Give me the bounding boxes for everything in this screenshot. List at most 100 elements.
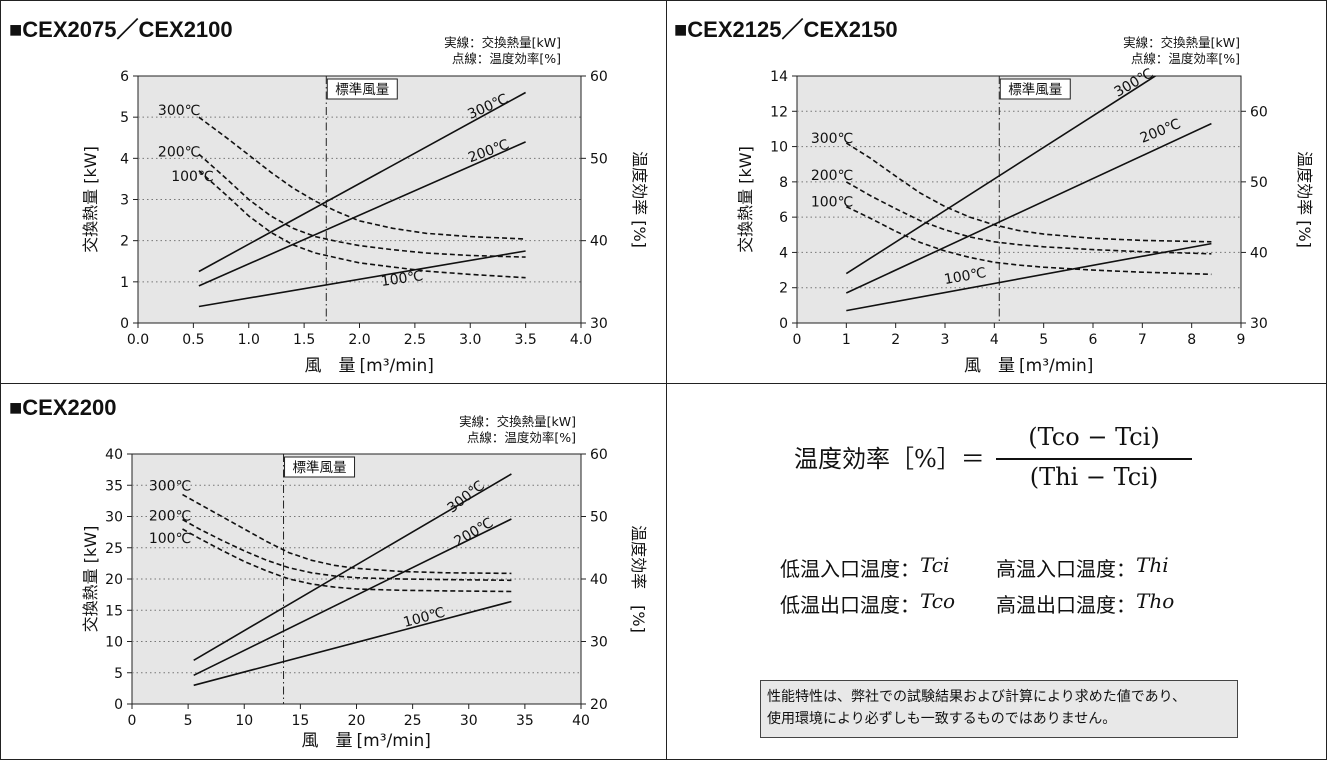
x-tick-label-7: 7 <box>1138 332 1147 348</box>
heat-exchange-line-300 <box>845 76 1157 275</box>
x-tick-label-40: 4.0 <box>570 332 592 348</box>
y2-tick-label-60: 60 <box>590 447 608 463</box>
standard-airflow-label-box <box>284 456 356 478</box>
note-dashed-lines: 点線：温度効率[%] <box>452 51 561 66</box>
x-tick-label-35: 3.5 <box>514 332 536 348</box>
series-group <box>182 473 512 687</box>
legend-symbol-tci: Tci <box>920 553 950 577</box>
y-tick-label-14: 14 <box>770 69 788 85</box>
legend-symbol-tco: Tco <box>920 589 956 613</box>
y-tick-label-30: 30 <box>105 510 123 526</box>
legend-label-high-out: 高温出口温度： <box>996 593 1136 617</box>
heat-exchange-line-200 <box>845 122 1212 294</box>
y2-axis-label: 温度効率 [%] <box>1295 151 1314 248</box>
x-tick-label-0: 0 <box>793 332 802 348</box>
x-tick-label-2: 2 <box>891 332 900 348</box>
y-axis-label: 交換熱量 [kW] <box>736 146 755 253</box>
y2-tick-label-50: 50 <box>590 510 608 526</box>
x-axis-unit: [m³/min] <box>1019 356 1093 376</box>
y-tick-label-0: 0 <box>114 697 123 713</box>
efficiency-line-100 <box>198 170 526 279</box>
y-tick-label-3: 3 <box>120 193 129 209</box>
y2-tick-label-40: 40 <box>590 572 608 588</box>
y2-tick-label-30: 30 <box>590 635 608 651</box>
curve-label-100-5: 100℃ <box>811 195 853 211</box>
formula-numerator: (Tco − Tci) <box>1028 423 1160 451</box>
curve-label-100-2: 100℃ <box>380 268 424 290</box>
series-group <box>845 76 1212 312</box>
x-tick-label-3: 3 <box>941 332 950 348</box>
standard-airflow-label-box <box>999 78 1071 100</box>
disclaimer-line-1: 性能特性は、弊社での試験結果および計算により求めた値であり、 <box>767 689 1187 705</box>
x-tick-label-15: 15 <box>291 713 309 729</box>
standard-airflow-label: 標準風量 <box>293 460 347 476</box>
plot-area <box>796 75 1242 324</box>
chart-panel-cex2125-cex2150: ■CEX2125／CEX2150 実線：交換熱量[kW] 点線：温度効率[%] 0 2 4… <box>666 0 1327 384</box>
x-tick-label-30: 3.0 <box>459 332 481 348</box>
y-tick-label-35: 35 <box>105 478 123 494</box>
chart-panel-cex2200: ■CEX2200 実線：交換熱量[kW] 点線：温度効率[%] 0 5 10 15 20 25 3… <box>0 383 667 760</box>
curve-label-100-5: 100℃ <box>171 169 213 185</box>
heat-exchange-line-200 <box>198 141 526 287</box>
x-tick-label-30: 30 <box>460 713 478 729</box>
efficiency-line-200 <box>182 518 512 582</box>
y2-tick-label-30: 30 <box>1250 316 1268 332</box>
heat-exchange-line-100 <box>198 250 526 308</box>
note-dashed-lines: 点線：温度効率[%] <box>1131 51 1240 66</box>
x-tick-label-05: 0.5 <box>182 332 204 348</box>
disclaimer-line-2: 使用環境により必ずしも一致するものではありません。 <box>767 711 1117 727</box>
x-tick-label-8: 8 <box>1187 332 1196 348</box>
standard-airflow-label: 標準風量 <box>335 82 389 98</box>
x-tick-label-0: 0 <box>128 713 137 729</box>
y2-tick-label-20: 20 <box>590 697 608 713</box>
x-tick-label-4: 4 <box>990 332 999 348</box>
y2-axis-label: 温度効率 [%] <box>629 525 648 633</box>
x-tick-label-1: 1 <box>842 332 851 348</box>
chart-cex2075-cex2100: ■CEX2075／CEX2100 実線：交換熱量[kW]点線：温度効率[%] 0 1 2… <box>9 17 649 376</box>
heat-exchange-line-100 <box>846 242 1212 312</box>
x-tick-label-5: 5 <box>184 713 193 729</box>
standard-airflow-label: 標準風量 <box>1008 82 1062 98</box>
heat-exchange-line-100 <box>193 600 512 687</box>
curve-label-300-3: 300℃ <box>158 103 200 119</box>
y2-tick-label-60: 60 <box>590 69 608 85</box>
y-tick-label-2: 2 <box>779 281 788 297</box>
legend-label-high-in: 高温入口温度： <box>996 557 1136 581</box>
y2-tick-label-60: 60 <box>1250 104 1268 120</box>
fraction-bar <box>996 458 1192 460</box>
chart-panel-cex2075-cex2100: ■CEX2075／CEX2100 実線：交換熱量[kW] 点線：温度効率[%] 0 1 2… <box>0 0 667 384</box>
efficiency-line-200 <box>198 153 526 258</box>
efficiency-line-100 <box>845 205 1212 276</box>
x-tick-label-6: 6 <box>1089 332 1098 348</box>
y-tick-label-6: 6 <box>779 210 788 226</box>
efficiency-line-300 <box>182 493 512 575</box>
standard-airflow-label-box <box>326 78 398 100</box>
x-axis-unit: [m³/min] <box>360 356 434 376</box>
x-tick-label-25: 2.5 <box>404 332 426 348</box>
curve-label-200-4: 200℃ <box>811 168 853 184</box>
y-tick-label-10: 10 <box>770 140 788 156</box>
x-tick-label-00: 0.0 <box>127 332 149 348</box>
x-tick-label-40: 40 <box>572 713 590 729</box>
y-tick-label-2: 2 <box>120 234 129 250</box>
chart-title: ■CEX2125／CEX2150 <box>674 17 898 42</box>
series-group <box>198 91 526 308</box>
heat-exchange-line-300 <box>198 91 526 273</box>
formula-denominator: (Thi − Tci) <box>1029 463 1159 491</box>
y-tick-label-12: 12 <box>770 104 788 120</box>
y2-tick-label-40: 40 <box>1250 245 1268 261</box>
y-tick-label-6: 6 <box>120 69 129 85</box>
chart-title: ■CEX2200 <box>9 395 116 420</box>
efficiency-line-100 <box>182 528 512 593</box>
legend-label-low-in: 低温入口温度： <box>780 557 920 581</box>
plot-area <box>131 453 582 705</box>
y-tick-label-10: 10 <box>105 635 123 651</box>
y-axis-label: 交換熱量 [kW] <box>81 526 100 633</box>
formula-panel: 温度効率［%］＝ (Tco − Tci) (Thi − Tci) 低温入口温度：… <box>666 383 1327 760</box>
note-dashed-lines: 点線：温度効率[%] <box>467 430 576 445</box>
y-tick-label-25: 25 <box>105 541 123 557</box>
y-axis-label: 交換熱量 [kW] <box>81 146 100 253</box>
curve-label-200-4: 200℃ <box>149 508 191 524</box>
note-solid-lines: 実線：交換熱量[kW] <box>1123 35 1240 50</box>
y2-tick-label-40: 40 <box>590 234 608 250</box>
